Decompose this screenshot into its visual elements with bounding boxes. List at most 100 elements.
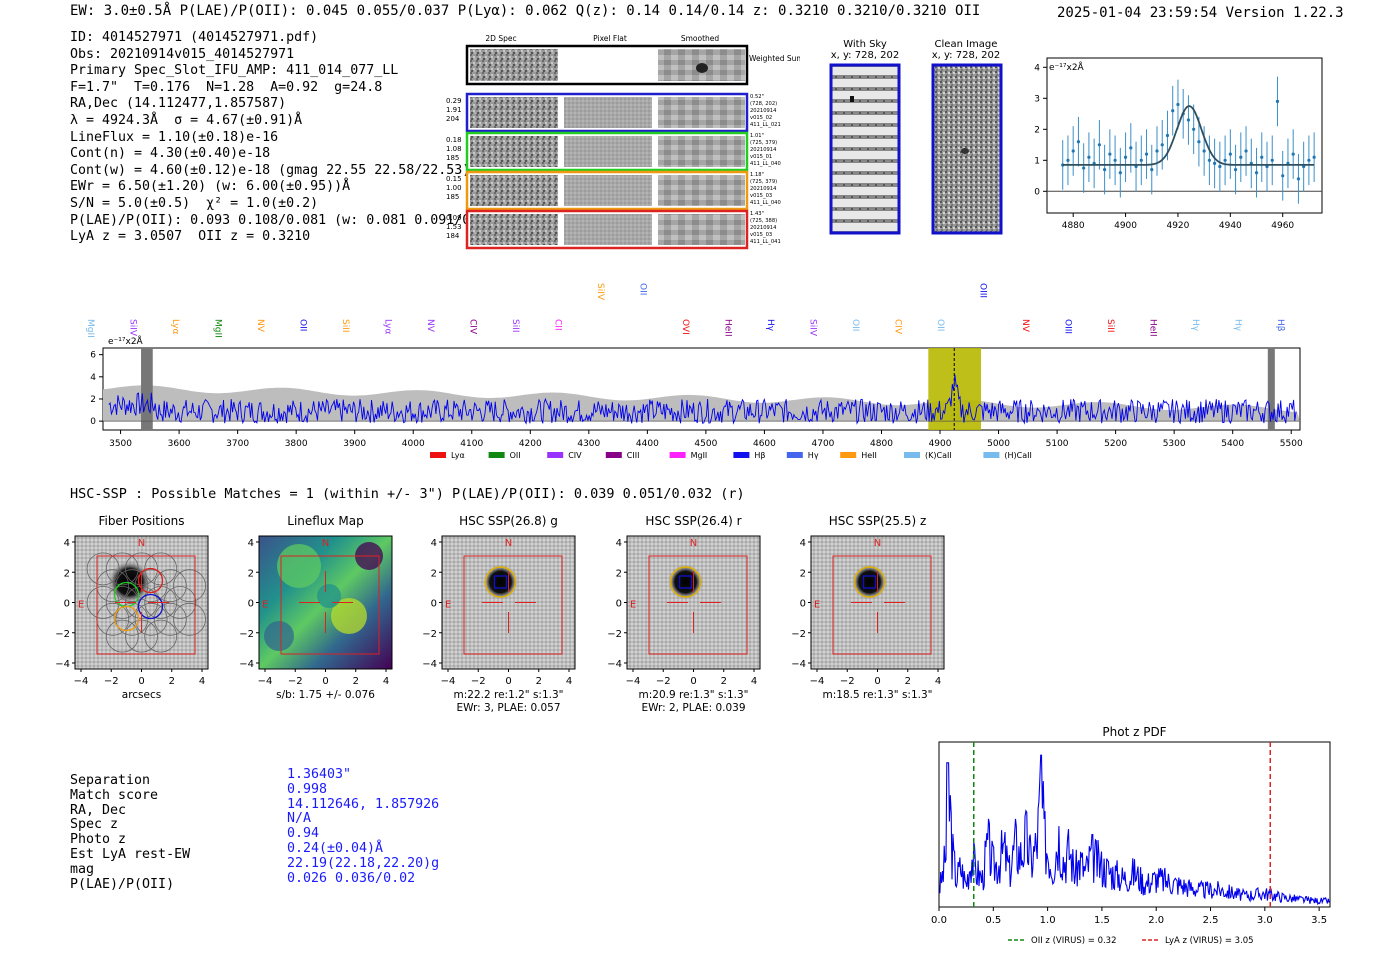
panel-caption: arcsecs — [122, 689, 161, 701]
y-tick-label: 0 — [64, 599, 70, 610]
match-label: P(LAE)/P(OII) — [70, 876, 175, 892]
line-id-label: NV — [425, 319, 435, 333]
spectrum-xtick-label: 5000 — [987, 439, 1010, 449]
photz-xtick-label: 3.5 — [1311, 915, 1327, 926]
line-id-label: SiII — [340, 319, 350, 333]
x-tick-label: −4 — [810, 676, 825, 687]
spectrum-xtick-label: 3700 — [226, 439, 249, 449]
cutout-smooth-image — [658, 136, 745, 167]
fit-data-point — [1108, 152, 1112, 156]
masked-region — [1267, 348, 1275, 430]
spectrum-xtick-label: 4600 — [753, 439, 776, 449]
hsc-panel-title: HSC SSP(26.4) r — [645, 514, 741, 528]
fit-data-point — [1218, 164, 1222, 169]
cutout-meta: 1.18" — [750, 172, 764, 178]
info-line: S/N = 5.0(±0.5) χ² = 1.0(±0.2) — [70, 195, 319, 211]
cutout-stat: 0.15 — [446, 175, 462, 183]
info-line: ID: 4014527971 (4014527971.pdf) — [70, 30, 319, 45]
match-label: Separation — [70, 773, 151, 788]
info-line: Cont(w) = 4.60(±0.12)e-18 (gmag 22.55 22… — [70, 162, 471, 178]
header-timestamp: 2025-01-04 23:59:54 Version 1.22.3 — [1057, 5, 1344, 21]
weighted-blob — [696, 63, 708, 73]
fit-data-point — [1239, 155, 1243, 159]
y-tick-label: 2 — [248, 568, 254, 579]
match-label: RA, Dec — [70, 802, 127, 818]
clean-image-coord: x, y: 728, 202 — [932, 50, 1001, 61]
full-spectrum-plot: MgII SiIV Lyα MgII NV OII SiII Lyα NV CIV SiII CII S… — [85, 283, 1303, 460]
fit-data-point — [1176, 102, 1180, 107]
source-blob — [667, 564, 704, 600]
aperture-box — [96, 555, 196, 655]
fit-data-point — [1213, 161, 1217, 165]
line-id-label: OII — [638, 283, 648, 295]
cutout-stat: 0.09 — [446, 214, 462, 222]
cutout-meta: v015_02 — [750, 115, 772, 121]
legend-label: Hγ — [808, 451, 819, 460]
fit-xtick-label: 4960 — [1271, 221, 1294, 231]
hsc-panel-title: Lineflux Map — [287, 514, 363, 528]
clean-image-title: Clean Image — [935, 39, 998, 50]
legend-label: Hβ — [754, 451, 765, 460]
panel-caption-2: EWr: 2, PLAE: 0.039 — [641, 702, 745, 714]
cutout-2d-image — [470, 136, 558, 167]
hsc-panel-title: HSC SSP(26.8) g — [459, 514, 558, 528]
x-tick-label: 0 — [505, 676, 511, 687]
match-label: Photo z — [70, 832, 127, 848]
x-tick-label: 2 — [905, 676, 911, 687]
line-id-label: NV — [1020, 319, 1030, 333]
fit-data-point — [1150, 168, 1154, 172]
aperture-box — [463, 555, 563, 655]
y-tick-label: 4 — [64, 538, 70, 549]
match-value: 0.94 — [287, 826, 320, 842]
cutout-stat: 1.91 — [446, 106, 462, 114]
cutout-stat: 0.29 — [446, 97, 462, 105]
fit-ytick-label: 2 — [1034, 125, 1040, 135]
match-value: 0.998 — [287, 781, 328, 797]
east-marker: E — [814, 600, 820, 611]
info-line: LineFlux = 1.10(±0.18)e-16 — [70, 129, 279, 145]
photz-curve — [938, 754, 1330, 906]
y-tick-label: 2 — [64, 568, 70, 579]
cutout-meta: v015_03 — [750, 193, 772, 199]
cutout-meta: 1.43" — [750, 211, 764, 217]
fit-data-point — [1165, 133, 1170, 138]
cutout-meta: (725, 379) — [750, 179, 777, 185]
fit-data-point — [1270, 158, 1274, 162]
fit-data-point — [1312, 155, 1316, 159]
lineflux-blob — [317, 584, 341, 608]
legend-label: OII — [510, 451, 521, 460]
north-marker: N — [138, 538, 145, 549]
cutout-meta: (725, 388) — [750, 218, 777, 224]
match-value: 0.026 0.036/0.02 — [287, 870, 416, 886]
with-sky-coord: x, y: 728, 202 — [831, 50, 900, 61]
legend-swatch — [488, 452, 505, 458]
weighted-label: Weighted Sum — [749, 54, 800, 63]
lineflux-blob — [277, 544, 321, 588]
spectrum-xtick-label: 4400 — [636, 439, 659, 449]
fiber-circle — [153, 602, 187, 636]
spectrum-xtick-label: 4500 — [694, 439, 717, 449]
source-box — [862, 575, 877, 589]
match-value: N/A — [287, 811, 312, 827]
x-tick-label: 0 — [874, 676, 880, 687]
fit-data-point — [1118, 171, 1122, 175]
legend-oii-label: OII z (VIRUS) = 0.32 — [1031, 936, 1117, 946]
fiber-circle — [105, 552, 139, 586]
fit-data-point — [1066, 158, 1070, 162]
fit-ytick-label: 4 — [1034, 63, 1040, 73]
info-line: λ = 4924.3Å σ = 4.67(±0.91)Å — [70, 112, 303, 128]
x-tick-label: 2 — [721, 676, 727, 687]
col-header-2d: 2D Spec — [485, 34, 516, 43]
east-marker: E — [445, 600, 451, 611]
fit-data-point — [1254, 171, 1259, 175]
fit-data-point — [1186, 118, 1191, 122]
hsc-panel-title: HSC SSP(25.5) z — [829, 514, 927, 528]
fit-data-point — [1097, 143, 1101, 147]
legend-swatch — [786, 452, 803, 458]
y-tick-label: −4 — [239, 659, 254, 670]
info-line: F=1.7" T=0.176 N=1.28 A=0.92 g=24.8 — [70, 79, 383, 95]
x-tick-label: 0 — [138, 676, 144, 687]
fit-data-point — [1307, 158, 1311, 162]
